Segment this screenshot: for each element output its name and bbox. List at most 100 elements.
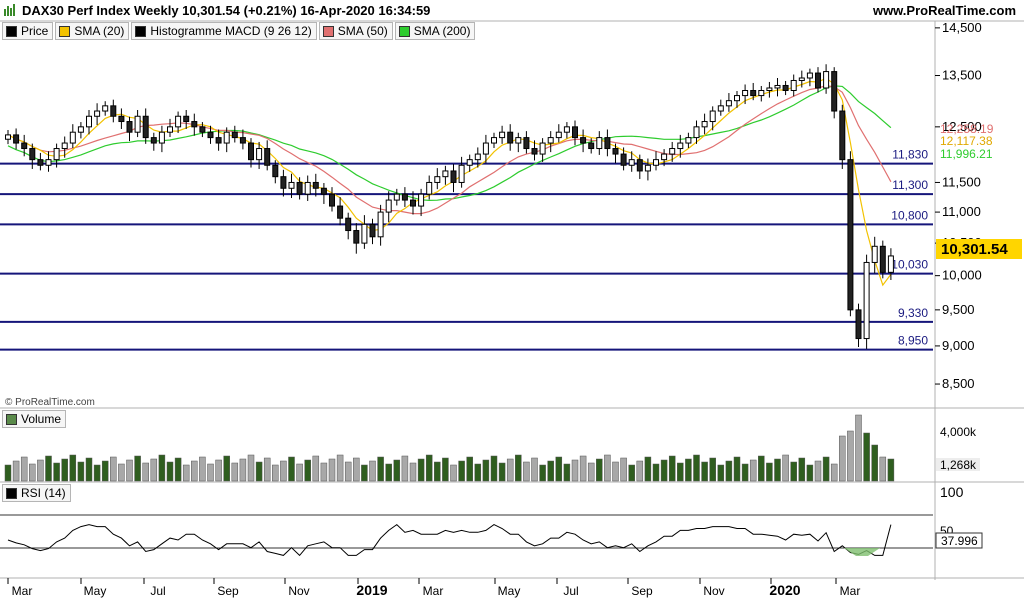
- legend-sma50[interactable]: SMA (50): [318, 22, 393, 40]
- legend-sma200[interactable]: SMA (200): [394, 22, 476, 40]
- volume-bar: [725, 460, 733, 482]
- price-tick-label: 13,500: [942, 68, 982, 83]
- volume-bar: [166, 461, 174, 482]
- volume-bar: [20, 456, 28, 482]
- time-axis: Mar May Jul Sep Nov 2019 Mar May Jul Sep Nov 2020 Ma…: [7, 578, 860, 598]
- price-tick-label: 8,500: [942, 376, 975, 391]
- sma50-line: [7, 84, 892, 215]
- candle-body: [272, 164, 279, 178]
- candle-body: [353, 230, 360, 244]
- volume-bar: [134, 455, 141, 482]
- candle-body: [13, 134, 20, 144]
- time-tick-label: Jul: [563, 584, 578, 598]
- volume-bar: [199, 456, 206, 482]
- volume-bar: [498, 462, 506, 482]
- volume-bar: [280, 460, 287, 482]
- volume-bar: [620, 457, 627, 482]
- volume-bar: [174, 457, 182, 482]
- volume-bar: [231, 462, 239, 482]
- candle-body: [636, 159, 643, 172]
- candle-body: [507, 131, 514, 144]
- volume-bar: [612, 461, 619, 482]
- candle-body: [709, 110, 716, 123]
- candle-body: [345, 217, 352, 232]
- title-bar: DAX30 Perf Index Weekly 10,301.54 (+0.21…: [0, 0, 1024, 21]
- volume-bar: [563, 463, 571, 482]
- candle-body: [329, 193, 335, 207]
- price-tick-label: 14,500: [942, 20, 982, 35]
- volume-bar: [207, 463, 214, 482]
- candle-body: [175, 115, 182, 128]
- candle-body: [491, 137, 497, 144]
- legend-macd[interactable]: Histogramme MACD (9 26 12): [131, 22, 317, 40]
- volume-bar: [474, 463, 482, 482]
- candle-body: [774, 84, 781, 89]
- candle-body: [847, 159, 854, 311]
- volume-bar: [77, 461, 85, 482]
- volume-bar: [361, 464, 368, 482]
- candle-body: [401, 193, 408, 201]
- volume-bars: [4, 414, 895, 482]
- rsi-legend[interactable]: RSI (14): [2, 484, 71, 502]
- volume-bar: [523, 461, 530, 482]
- candle-body: [369, 223, 376, 238]
- volume-bar: [158, 454, 166, 482]
- volume-bar: [37, 459, 44, 482]
- volume-bar: [247, 454, 255, 482]
- candle-body: [280, 176, 287, 189]
- candle-body: [653, 159, 659, 166]
- volume-bar: [126, 459, 133, 482]
- volume-bar: [717, 464, 725, 482]
- volume-bar: [539, 464, 546, 482]
- volume-bar: [110, 456, 117, 482]
- volume-bar: [879, 456, 887, 482]
- volume-bar: [344, 461, 352, 482]
- candle-body: [191, 121, 198, 128]
- candle-body: [256, 148, 263, 161]
- volume-bar: [839, 435, 846, 482]
- volume-bar: [863, 432, 870, 482]
- volume-bar: [604, 454, 611, 482]
- volume-bar: [101, 460, 109, 482]
- volume-bar: [417, 458, 425, 482]
- price-tick-label: 12,500: [942, 119, 982, 134]
- candle-body: [77, 126, 84, 133]
- candle-body: [717, 105, 724, 112]
- volume-bar: [45, 455, 52, 482]
- volume-bar: [401, 455, 409, 482]
- volume-bar: [644, 456, 652, 482]
- volume-bar: [385, 463, 392, 482]
- legend-sma20[interactable]: SMA (20): [55, 22, 130, 40]
- volume-bar: [766, 462, 773, 482]
- candle-body: [815, 72, 821, 89]
- volume-bar: [652, 463, 660, 482]
- volume-bar: [782, 454, 789, 482]
- sma50-value: 12,258.19: [940, 122, 994, 136]
- volume-bar: [425, 454, 433, 482]
- candle-body: [669, 148, 676, 155]
- moving-averages: [7, 77, 892, 287]
- candle-body: [110, 105, 117, 117]
- candle-body: [701, 121, 708, 128]
- candle-body: [183, 115, 190, 123]
- volume-bar: [798, 457, 806, 482]
- volume-bar: [701, 461, 708, 482]
- rsi-path: [7, 523, 892, 557]
- time-tick-label: Mar: [423, 584, 444, 598]
- candle-body: [304, 181, 311, 195]
- volume-legend[interactable]: Volume: [2, 410, 67, 428]
- candle-body: [863, 261, 870, 340]
- volume-bar: [53, 462, 60, 482]
- candle-body: [5, 134, 11, 140]
- sma20-line: [7, 77, 892, 287]
- candle-body: [361, 223, 368, 244]
- volume-bar: [393, 459, 401, 482]
- candle-body: [29, 148, 36, 161]
- volume-bar: [288, 456, 295, 482]
- volume-bar: [887, 458, 895, 482]
- volume-bar: [434, 461, 441, 482]
- legend-price[interactable]: Price: [2, 22, 54, 40]
- level-label: 11,830: [892, 148, 928, 162]
- candle-body: [531, 148, 538, 155]
